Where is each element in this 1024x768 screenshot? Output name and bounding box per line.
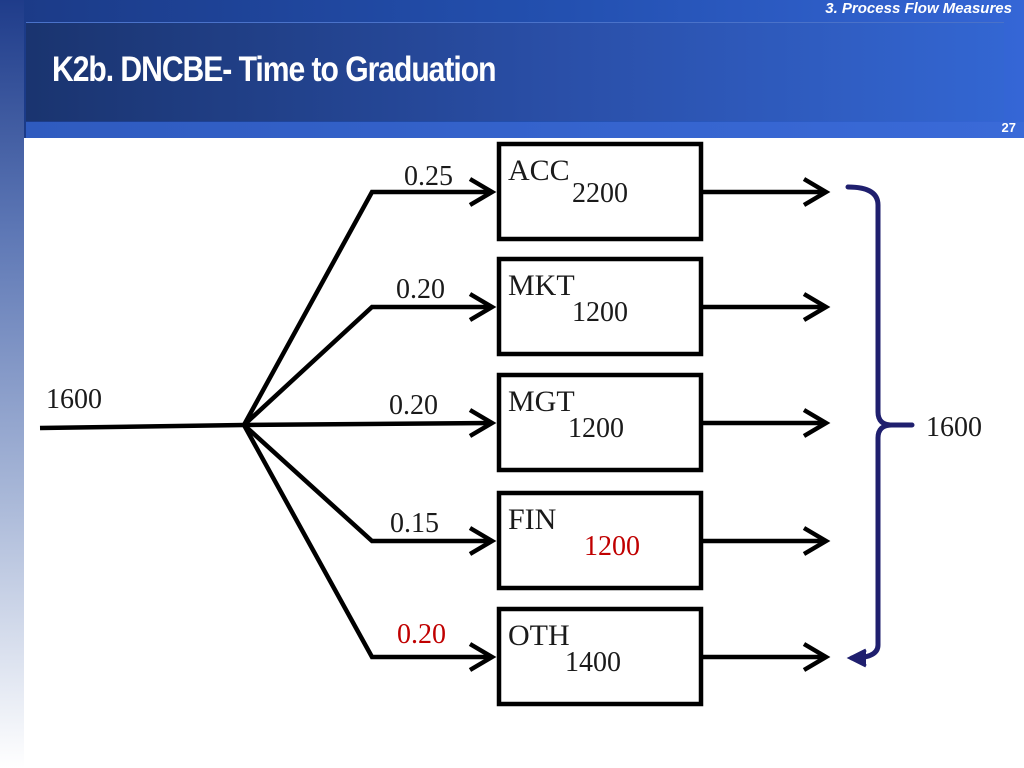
output-bracket bbox=[845, 184, 915, 661]
input-value: 1600 bbox=[46, 384, 102, 415]
output-value: 1600 bbox=[926, 412, 982, 443]
department-value-acc: 2200 bbox=[572, 178, 628, 209]
section-label: 3. Process Flow Measures bbox=[825, 0, 1012, 17]
branch-arrow-oth bbox=[468, 642, 497, 672]
department-value-oth: 1400 bbox=[565, 647, 621, 678]
department-code-oth: OTH bbox=[508, 619, 570, 652]
title-panel bbox=[26, 22, 1004, 121]
slide-title: K2b. DNCBE- Time to Graduation bbox=[52, 50, 496, 89]
branch-arrow-fin bbox=[468, 526, 497, 556]
department-code-mkt: MKT bbox=[508, 269, 575, 302]
input-flow-line bbox=[39, 422, 245, 431]
branch-arrow-acc bbox=[468, 177, 497, 207]
left-gradient-strip bbox=[0, 0, 24, 768]
department-code-mgt: MGT bbox=[508, 385, 575, 418]
output-arrow-fin bbox=[802, 526, 831, 556]
branch-arrow-mkt bbox=[468, 292, 497, 322]
department-code-fin: FIN bbox=[508, 503, 556, 536]
department-value-mgt: 1200 bbox=[568, 413, 624, 444]
department-box-mgt bbox=[496, 372, 704, 473]
fraction-label-mkt: 0.20 bbox=[396, 274, 445, 305]
branch-line-fin bbox=[242, 423, 492, 544]
output-arrow-acc bbox=[802, 177, 831, 207]
branch-arrow-mgt bbox=[468, 408, 497, 438]
fraction-label-fin: 0.15 bbox=[390, 508, 439, 539]
fraction-label-mgt: 0.20 bbox=[389, 390, 438, 421]
page-number: 27 bbox=[1001, 120, 1016, 135]
output-arrow-oth bbox=[802, 642, 831, 672]
bracket-arrow-head bbox=[846, 648, 867, 668]
output-arrow-mkt bbox=[802, 292, 831, 322]
branch-line-mgt bbox=[243, 420, 493, 428]
department-value-fin: 1200 bbox=[584, 531, 640, 562]
branch-line-mkt bbox=[242, 304, 492, 427]
department-code-acc: ACC bbox=[508, 154, 570, 187]
output-arrow-mgt bbox=[802, 408, 831, 438]
fraction-label-acc: 0.25 bbox=[404, 161, 453, 192]
department-box-oth bbox=[496, 606, 704, 707]
header-bottom-stripe bbox=[26, 122, 1024, 138]
fraction-label-oth: 0.20 bbox=[397, 619, 446, 650]
department-value-mkt: 1200 bbox=[572, 297, 628, 328]
branch-line-acc bbox=[242, 189, 492, 427]
branch-line-oth bbox=[242, 423, 492, 660]
